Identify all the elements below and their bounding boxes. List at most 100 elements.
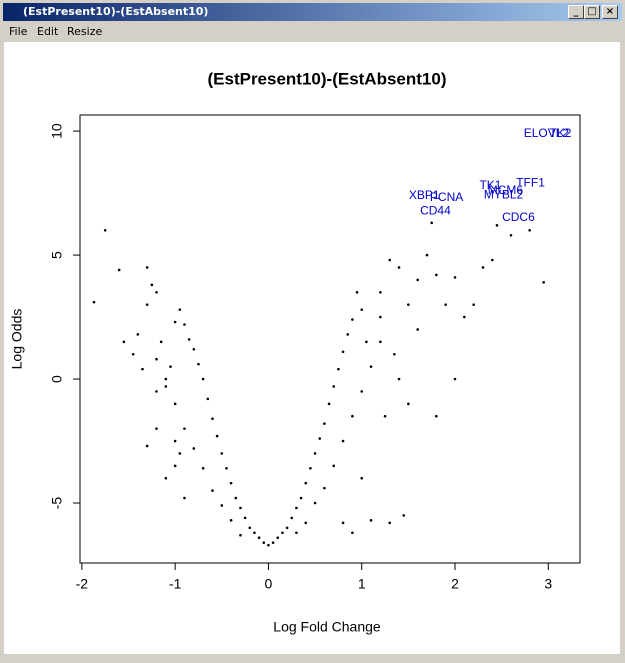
point [491, 258, 494, 262]
point [379, 290, 382, 294]
gene-label: TFF1 [516, 175, 545, 189]
point [379, 340, 382, 344]
point [197, 362, 200, 366]
x-tick-label: -1 [169, 576, 182, 592]
window-title: (EstPresent10)-(EstAbsent10) [23, 5, 209, 18]
point [481, 266, 485, 269]
point [379, 315, 382, 319]
point [355, 290, 359, 294]
gene-label: MCM6 [488, 183, 524, 197]
minimize-button[interactable]: _ [568, 5, 584, 19]
point [416, 278, 419, 282]
gene-label: TK2 [549, 126, 571, 140]
point [299, 496, 303, 500]
point [211, 417, 214, 421]
menu-item[interactable]: Edit [37, 25, 59, 38]
point [341, 350, 345, 354]
point [136, 333, 140, 336]
point [351, 414, 354, 418]
title-bar: (EstPresent10)-(EstAbsent10) _ □ × [3, 3, 622, 21]
y-tick-label: 5 [49, 251, 65, 259]
x-tick-label: 2 [451, 576, 459, 592]
point [430, 221, 433, 225]
gene-label: XBP1 [409, 188, 440, 202]
point [453, 276, 457, 279]
point [206, 397, 210, 401]
point [239, 533, 242, 537]
menu-item[interactable]: Resize [67, 25, 103, 38]
gene-label: CD44 [420, 203, 451, 217]
point [435, 414, 438, 418]
maximize-button[interactable]: □ [584, 5, 600, 19]
point [313, 452, 317, 455]
point [360, 476, 364, 480]
point [150, 283, 154, 287]
point [304, 481, 308, 485]
point [257, 536, 261, 540]
point [337, 367, 340, 371]
point [225, 466, 228, 470]
point [323, 486, 326, 490]
point [164, 377, 168, 381]
point [318, 437, 322, 440]
point [453, 377, 457, 381]
x-axis-label: Log Fold Change [273, 619, 381, 635]
point [201, 377, 205, 381]
point [407, 402, 410, 406]
point [332, 385, 336, 388]
point [131, 352, 135, 356]
point [145, 303, 149, 306]
point [388, 258, 392, 262]
point [173, 464, 177, 468]
point [327, 402, 331, 406]
point [141, 367, 144, 371]
point [369, 365, 373, 368]
point [542, 281, 545, 284]
point [276, 536, 280, 540]
gene-label: MYBL2 [484, 188, 524, 202]
point [341, 439, 345, 443]
point [145, 444, 149, 448]
point [425, 253, 429, 257]
point [229, 481, 233, 485]
point [341, 521, 345, 525]
point [383, 414, 387, 418]
point [290, 516, 294, 520]
menu-item[interactable]: File [9, 25, 28, 38]
point [92, 300, 96, 304]
gene-label: ELOVL2 [524, 126, 570, 140]
x-tick-label: 3 [544, 576, 552, 592]
point [267, 543, 270, 547]
point [304, 521, 308, 525]
y-tick-label: 0 [49, 375, 65, 383]
point [262, 541, 266, 544]
chart: (EstPresent10)-(EstAbsent10) Log Fold Ch… [4, 42, 620, 654]
point [192, 347, 196, 351]
point [351, 531, 354, 535]
y-tick-label: 10 [49, 123, 65, 139]
point [178, 308, 182, 311]
point [243, 516, 247, 520]
close-button[interactable]: × [602, 5, 618, 19]
point [164, 476, 168, 480]
point [155, 290, 158, 294]
point [173, 402, 177, 406]
point [313, 501, 317, 505]
point [360, 390, 364, 393]
point [397, 377, 401, 381]
point [169, 365, 172, 368]
point [402, 514, 405, 517]
point [183, 427, 186, 430]
point [178, 452, 182, 455]
point [103, 228, 107, 232]
point [463, 315, 466, 319]
point [281, 531, 284, 535]
point [253, 531, 256, 535]
point [229, 519, 233, 522]
y-axis-label: Log Odds [9, 309, 25, 370]
point [295, 531, 298, 535]
point [388, 521, 392, 525]
gene-label: CDC6 [502, 210, 535, 224]
point [346, 333, 350, 336]
point [183, 496, 186, 500]
